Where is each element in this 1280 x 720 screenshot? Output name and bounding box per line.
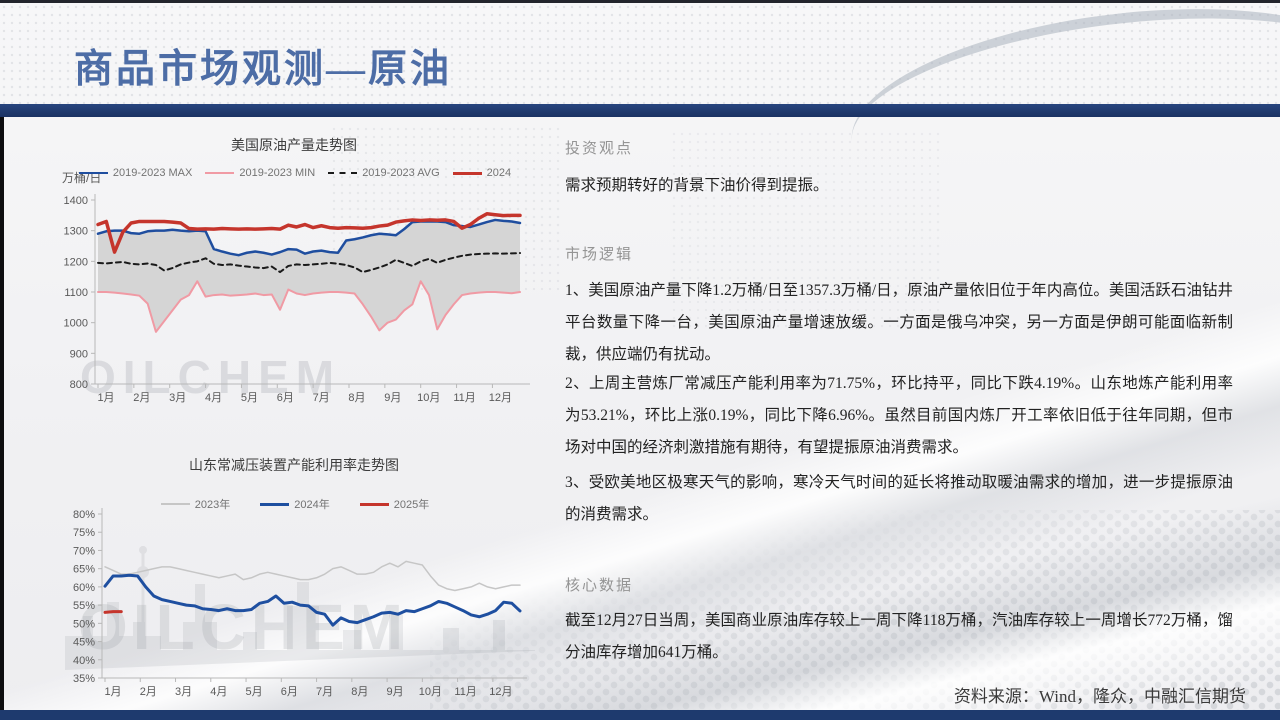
legend-item: 2025年 bbox=[359, 496, 430, 512]
svg-text:65%: 65% bbox=[73, 564, 95, 576]
chart2-legend: 2023年 2024年 2025年 bbox=[55, 496, 535, 512]
svg-text:2月: 2月 bbox=[140, 686, 157, 698]
legend-label: 2019-2023 MIN bbox=[239, 167, 316, 179]
svg-text:800: 800 bbox=[70, 379, 88, 391]
left-edge-strip bbox=[0, 117, 4, 710]
legend-label: 2025年 bbox=[393, 499, 430, 511]
legend-item: 2019-2023 MAX bbox=[78, 167, 193, 179]
svg-text:4月: 4月 bbox=[210, 686, 227, 698]
legend-item: 2024年 bbox=[260, 496, 330, 512]
header-divider-bar bbox=[0, 104, 1280, 117]
svg-text:55%: 55% bbox=[73, 600, 95, 612]
svg-text:3月: 3月 bbox=[169, 392, 186, 404]
dot-pattern-header bbox=[0, 3, 1280, 104]
core-data-text: 截至12月27日当周，美国商业原油库存较上一周下降118万桶，汽油库存较上一周增… bbox=[565, 612, 1233, 661]
svg-text:1100: 1100 bbox=[64, 287, 88, 299]
city-skyline-watermark bbox=[65, 546, 535, 670]
svg-text:80%: 80% bbox=[73, 509, 95, 521]
section-heading-investment-view: 投资观点 bbox=[565, 141, 634, 157]
bottom-bar bbox=[0, 710, 1280, 720]
market-logic-point-2: 2、上周主营炼厂常减压产能利用率为71.75%，环比持平，同比下跌4.19%。山… bbox=[565, 375, 1233, 456]
svg-text:35%: 35% bbox=[73, 673, 95, 685]
chart2-title: 山东常减压装置产能利用率走势图 bbox=[189, 457, 399, 473]
legend-label: 2019-2023 AVG bbox=[362, 167, 440, 179]
dot-pattern-map-right bbox=[670, 130, 940, 330]
svg-text:6月: 6月 bbox=[277, 392, 294, 404]
svg-text:8月: 8月 bbox=[351, 686, 368, 698]
svg-text:10月: 10月 bbox=[419, 686, 442, 698]
legend-swatch-line bbox=[260, 502, 290, 506]
legend-swatch-line bbox=[359, 502, 389, 506]
svg-text:7月: 7月 bbox=[316, 686, 333, 698]
svg-text:1月: 1月 bbox=[104, 686, 121, 698]
oilchem-watermark-top: OILCHEM bbox=[80, 351, 342, 403]
svg-text:4月: 4月 bbox=[205, 392, 222, 404]
chart1-us-crude-production: 800 900 1000 1100 1200 1300 1400 1月 2月 3月 4月 5月 6月 7月… bbox=[64, 194, 530, 404]
svg-text:7月: 7月 bbox=[313, 392, 330, 404]
legend-swatch-line bbox=[78, 172, 108, 174]
svg-text:2月: 2月 bbox=[133, 392, 150, 404]
svg-text:50%: 50% bbox=[73, 618, 95, 630]
chart2-shandong-utilization: 35% 40% 45% 50% 55% 60% 65% 70% 75% 80% 1月 2月 3月 4月 5月… bbox=[73, 508, 527, 698]
market-logic-point-3: 3、受欧美地区极寒天气的影响，寒冷天气时间的延长将推动取暖油需求的增加，进一步提… bbox=[565, 474, 1233, 523]
legend-swatch-line bbox=[328, 172, 358, 174]
svg-text:5月: 5月 bbox=[245, 686, 262, 698]
svg-text:900: 900 bbox=[70, 348, 88, 360]
svg-text:5月: 5月 bbox=[241, 392, 258, 404]
data-source-note: 资料来源：Wind，隆众，中融汇信期货 bbox=[953, 687, 1246, 706]
svg-text:1200: 1200 bbox=[64, 256, 88, 268]
svg-text:70%: 70% bbox=[73, 545, 95, 557]
investment-view-text: 需求预期转好的背景下油价得到提振。 bbox=[565, 177, 829, 194]
svg-text:12月: 12月 bbox=[489, 686, 512, 698]
legend-label: 2024 bbox=[486, 167, 512, 179]
svg-text:10月: 10月 bbox=[417, 392, 440, 404]
svg-text:40%: 40% bbox=[73, 655, 95, 667]
section-heading-market-logic: 市场逻辑 bbox=[565, 247, 634, 263]
svg-text:1000: 1000 bbox=[64, 318, 88, 330]
svg-text:9月: 9月 bbox=[387, 686, 404, 698]
commentary-panel: 投资观点 需求预期转好的背景下油价得到提振。 市场逻辑 1、美国原油产量下降1.… bbox=[565, 117, 1233, 707]
legend-swatch-line bbox=[160, 503, 190, 505]
svg-text:12月: 12月 bbox=[489, 392, 512, 404]
section-heading-core-data: 核心数据 bbox=[565, 578, 634, 594]
svg-text:45%: 45% bbox=[73, 637, 95, 649]
legend-label: 2023年 bbox=[194, 499, 231, 511]
svg-text:1300: 1300 bbox=[64, 226, 88, 238]
svg-text:6月: 6月 bbox=[281, 686, 298, 698]
svg-text:9月: 9月 bbox=[384, 392, 401, 404]
svg-text:11月: 11月 bbox=[453, 392, 475, 404]
legend-label: 2019-2023 MAX bbox=[112, 167, 193, 179]
legend-item: 2023年 bbox=[160, 496, 231, 512]
legend-swatch-line bbox=[205, 172, 235, 174]
svg-text:75%: 75% bbox=[73, 527, 95, 539]
svg-text:1月: 1月 bbox=[97, 392, 114, 404]
legend-swatch-line bbox=[452, 171, 482, 175]
top-edge-line bbox=[0, 0, 1280, 3]
chart1-y-unit: 万桶/日 bbox=[62, 171, 102, 185]
chart1-title: 美国原油产量走势图 bbox=[231, 137, 357, 153]
legend-item: 2019-2023 MIN bbox=[205, 167, 315, 179]
svg-text:60%: 60% bbox=[73, 582, 95, 594]
chart1-legend: 2019-2023 MAX 2019-2023 MIN 2019-2023 AVG 2… bbox=[55, 167, 535, 179]
legend-item: 2024 bbox=[452, 167, 512, 179]
legend-label: 2024年 bbox=[294, 499, 330, 511]
page-title: 商品市场观测—原油 bbox=[74, 48, 453, 91]
svg-text:11月: 11月 bbox=[454, 686, 476, 698]
oilchem-watermark-bottom: OILCHEM bbox=[78, 591, 409, 663]
svg-text:1400: 1400 bbox=[64, 195, 88, 207]
svg-text:8月: 8月 bbox=[348, 392, 365, 404]
legend-item: 2019-2023 AVG bbox=[328, 167, 440, 179]
svg-text:3月: 3月 bbox=[175, 686, 192, 698]
market-logic-point-1: 1、美国原油产量下降1.2万桶/日至1357.3万桶/日，原油产量依旧位于年内高… bbox=[565, 282, 1233, 363]
